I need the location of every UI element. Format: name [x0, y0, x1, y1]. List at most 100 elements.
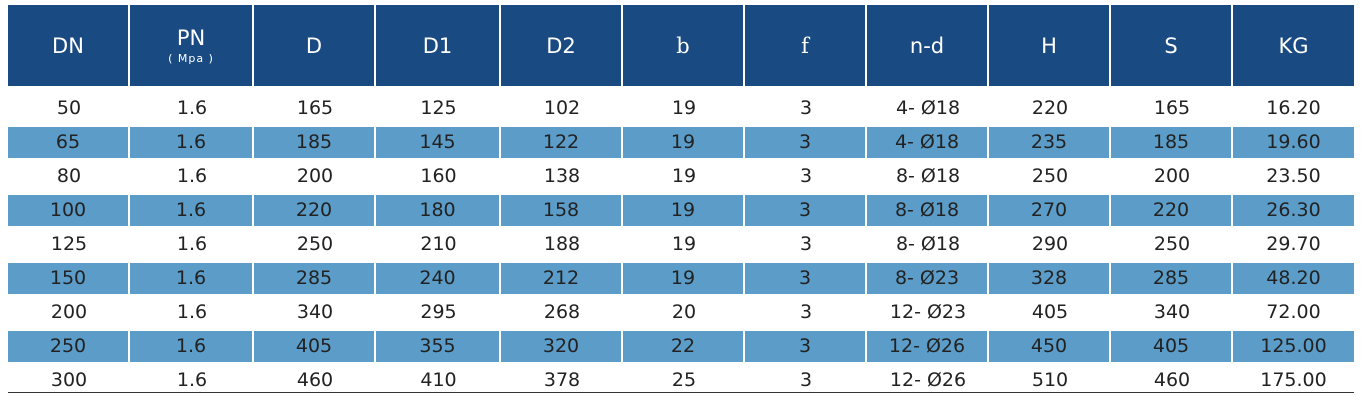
table-cell: 160: [420, 165, 457, 187]
table-cell: 8- Ø18: [895, 233, 961, 255]
table-cell: 12- Ø26: [867, 330, 989, 362]
table-row: 300 1.6 460 410 378 25 3 12- Ø26 510 460 175.00: [8, 363, 1354, 397]
table-cell: 150: [8, 262, 130, 294]
table-cell: 125.00: [1260, 335, 1327, 357]
table-cell: 185: [1111, 126, 1233, 158]
table-cell: 16.20: [1266, 97, 1321, 119]
table-cell: 1.6: [176, 165, 208, 187]
header-label: n-d: [909, 33, 945, 58]
table-cell: 29.70: [1266, 233, 1321, 255]
table-cell: 19: [623, 126, 745, 158]
table-row: 250 1.6 405 355 320 22 3 12- Ø26 450 405 125.00: [8, 330, 1354, 362]
table-cell: 19: [623, 194, 745, 226]
header-unit: ( Mpa ): [168, 52, 214, 65]
table-header: DN PN ( Mpa ) D D1 D2 b f n-d H S KG: [8, 5, 1354, 86]
table-cell: 1.6: [176, 369, 208, 391]
table-cell: 25: [671, 369, 697, 391]
table-cell: 250: [1153, 233, 1191, 255]
table-cell: 285: [1111, 262, 1233, 294]
table-cell: 3: [745, 126, 867, 158]
table-cell: 4- Ø18: [895, 97, 961, 119]
header-label: KG: [1278, 33, 1309, 58]
table-body: 50 1.6 165 125 102 19 3 4- Ø18 220 165 16.20 65 1.6 1…: [8, 91, 1354, 397]
table-cell: 200: [296, 165, 334, 187]
table-cell: 50: [56, 97, 82, 119]
header-label: H: [1041, 33, 1057, 58]
table-cell: 220: [1111, 194, 1233, 226]
header-cell-d: D: [254, 5, 376, 86]
header-label: D: [305, 33, 323, 58]
header-cell-h: H: [989, 5, 1111, 86]
table-cell: 220: [254, 194, 376, 226]
table-cell: 295: [420, 301, 457, 323]
table-cell: 460: [296, 369, 334, 391]
table-cell: 175.00: [1260, 369, 1327, 391]
table-cell: 145: [376, 126, 501, 158]
table-cell: 250: [8, 330, 130, 362]
header-cell-b: b: [623, 5, 745, 86]
table-cell: 1.6: [130, 330, 254, 362]
spec-table: DN PN ( Mpa ) D D1 D2 b f n-d H S KG 50 1.6 165 125 102…: [8, 5, 1354, 397]
table-cell: 19: [671, 165, 697, 187]
table-cell: 19: [623, 262, 745, 294]
table-cell: 48.20: [1266, 267, 1321, 289]
table-row: 50 1.6 165 125 102 19 3 4- Ø18 220 165 16.20: [8, 91, 1354, 125]
table-cell: 270: [989, 194, 1111, 226]
table-cell: 125: [420, 97, 457, 119]
table-row: 80 1.6 200 160 138 19 3 8- Ø18 250 200 23.50: [8, 159, 1354, 193]
table-cell: 100: [8, 194, 130, 226]
table-cell: 4- Ø18: [867, 126, 989, 158]
table-cell: 460: [1153, 369, 1191, 391]
table-cell: 19: [671, 233, 697, 255]
header-label: f: [801, 33, 809, 58]
table-cell: 235: [989, 126, 1111, 158]
table-cell: 210: [420, 233, 457, 255]
table-cell: 8- Ø18: [895, 165, 961, 187]
table-cell: 188: [543, 233, 581, 255]
table-cell: 65: [8, 126, 130, 158]
table-cell: 1.6: [130, 194, 254, 226]
table-cell: 3: [799, 301, 813, 323]
table-cell: 510: [1031, 369, 1069, 391]
header-label: b: [676, 33, 690, 58]
table-cell: 212: [501, 262, 623, 294]
table-cell: 200: [50, 301, 88, 323]
header-cell-pn: PN ( Mpa ): [130, 5, 254, 86]
table-cell: 378: [543, 369, 581, 391]
table-cell: 3: [745, 194, 867, 226]
table-cell: 23.50: [1266, 165, 1321, 187]
header-cell-n-d: n-d: [867, 5, 989, 86]
table-cell: 22: [623, 330, 745, 362]
table-cell: 405: [254, 330, 376, 362]
table-cell: 122: [501, 126, 623, 158]
table-cell: 3: [799, 369, 813, 391]
table-cell: 250: [1031, 165, 1069, 187]
table-cell: 8- Ø23: [867, 262, 989, 294]
table-row: 200 1.6 340 295 268 20 3 12- Ø23 405 340 72.00: [8, 295, 1354, 329]
header-cell-f: f: [745, 5, 867, 86]
header-cell-d2: D2: [501, 5, 623, 86]
table-cell: 80: [56, 165, 82, 187]
table-cell: 250: [296, 233, 334, 255]
table-cell: 328: [989, 262, 1111, 294]
table-cell: 1.6: [176, 97, 208, 119]
table-cell: 8- Ø18: [867, 194, 989, 226]
table-cell: 12- Ø26: [889, 369, 967, 391]
table-cell: 320: [501, 330, 623, 362]
table-cell: 72.00: [1266, 301, 1321, 323]
table-cell: 340: [296, 301, 334, 323]
header-label: PN: [176, 26, 206, 50]
table-cell: 268: [543, 301, 581, 323]
table-cell: 340: [1153, 301, 1191, 323]
table-cell: 19.60: [1266, 131, 1321, 153]
table-cell: 405: [1111, 330, 1233, 362]
table-row: 125 1.6 250 210 188 19 3 8- Ø18 290 250 29.70: [8, 227, 1354, 261]
table-cell: 410: [420, 369, 457, 391]
table-row: 100 1.6 220 180 158 19 3 8- Ø18 270 220 26.30: [8, 194, 1354, 226]
table-cell: 185: [254, 126, 376, 158]
table-cell: 355: [376, 330, 501, 362]
table-cell: 158: [501, 194, 623, 226]
table-row: 65 1.6 185 145 122 19 3 4- Ø18 235 185 19.60: [8, 126, 1354, 158]
table-cell: 3: [799, 233, 813, 255]
table-cell: 102: [543, 97, 581, 119]
